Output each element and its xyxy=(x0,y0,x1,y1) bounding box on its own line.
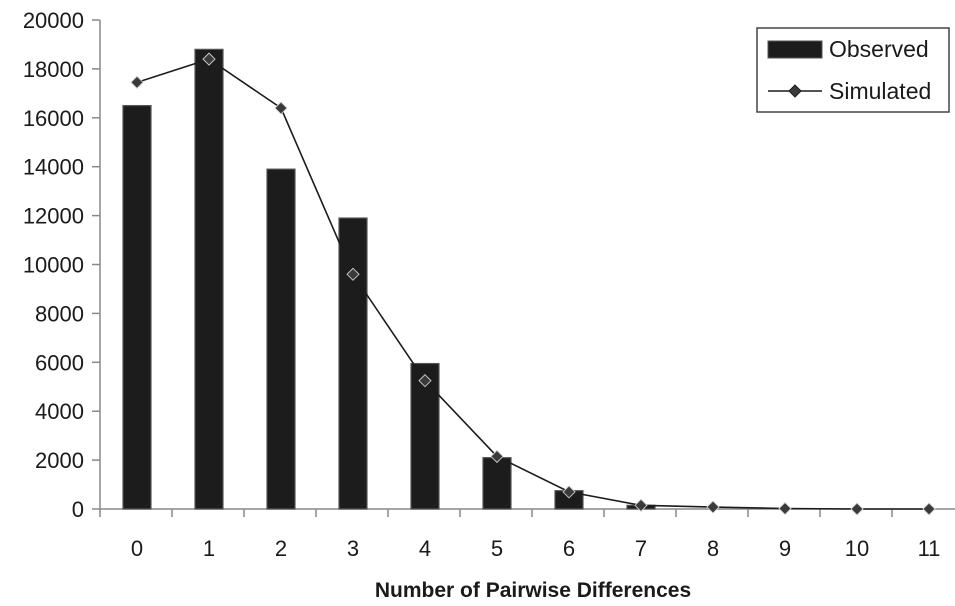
simulated-series-line xyxy=(136,58,929,510)
observed-bar xyxy=(194,48,224,510)
y-tick-label: 8000 xyxy=(35,301,84,326)
simulated-point xyxy=(346,267,360,281)
x-tick-label: 2 xyxy=(275,536,287,561)
x-tick-label: 8 xyxy=(707,536,719,561)
y-axis: 0 2000 4000 6000 8000 10000 12000 14000 16000 180… xyxy=(23,8,101,522)
y-tick-label: 14000 xyxy=(23,155,84,180)
legend-observed-swatch xyxy=(767,40,823,59)
observed-bar xyxy=(410,362,440,510)
x-tick-label: 9 xyxy=(779,536,791,561)
x-tick-label: 4 xyxy=(419,536,431,561)
y-tick-label: 18000 xyxy=(23,57,84,82)
y-tick-label: 20000 xyxy=(23,8,84,33)
x-tick-label: 3 xyxy=(347,536,359,561)
x-tick-label: 11 xyxy=(918,536,941,561)
legend-observed-label: Observed xyxy=(829,36,929,62)
legend-simulated-label: Simulated xyxy=(829,78,931,104)
observed-bar xyxy=(482,457,512,510)
simulated-point xyxy=(634,498,648,512)
observed-bars xyxy=(122,48,656,510)
simulated-point xyxy=(418,374,432,388)
simulated-point xyxy=(274,101,288,115)
y-tick-label: 16000 xyxy=(23,106,84,131)
observed-bar xyxy=(122,104,152,510)
x-tick-label: 0 xyxy=(131,536,143,561)
y-tick-label: 4000 xyxy=(35,399,84,424)
simulated-point xyxy=(706,500,720,514)
y-tick-label: 2000 xyxy=(35,448,84,473)
simulated-point xyxy=(202,52,216,66)
x-tick-label: 6 xyxy=(563,536,575,561)
simulated-point xyxy=(778,501,792,516)
legend-simulated-marker xyxy=(788,84,802,98)
observed-bar xyxy=(338,217,368,510)
x-tick-label: 5 xyxy=(491,536,503,561)
x-axis: 0 1 2 3 4 5 6 7 8 9 10 11 xyxy=(99,508,955,561)
observed-bar xyxy=(266,168,296,510)
simulated-point xyxy=(850,502,864,516)
x-tick-label: 7 xyxy=(635,536,647,561)
y-tick-label: 6000 xyxy=(35,350,84,375)
x-tick-label: 1 xyxy=(203,536,215,561)
legend: Observed Simulated xyxy=(756,27,950,113)
simulated-line xyxy=(130,52,936,516)
simulated-point xyxy=(562,485,576,499)
simulated-point xyxy=(922,502,936,516)
x-axis-title: Number of Pairwise Differences xyxy=(375,579,691,602)
y-tick-label: 10000 xyxy=(23,253,84,278)
y-tick-label: 12000 xyxy=(23,204,84,229)
simulated-point xyxy=(490,449,504,464)
y-tick-label: 0 xyxy=(72,497,84,522)
x-tick-label: 10 xyxy=(845,536,869,561)
simulated-point xyxy=(130,75,144,89)
